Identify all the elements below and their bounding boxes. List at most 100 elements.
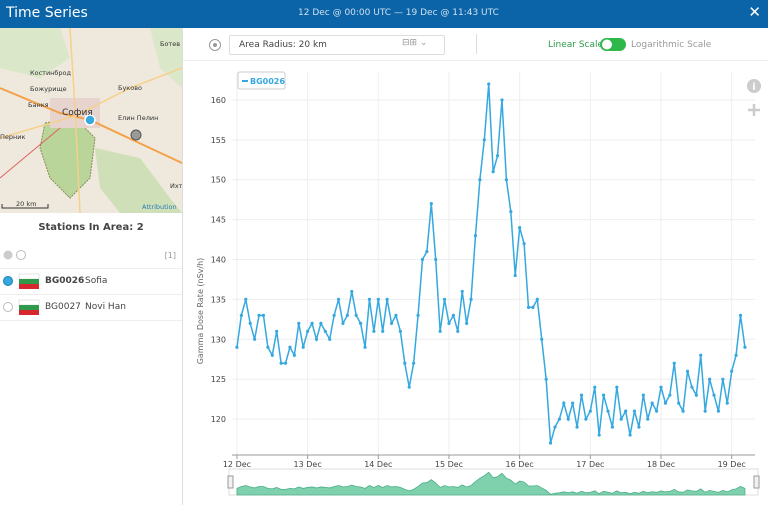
- svg-text:i: i: [752, 82, 755, 93]
- map-label: Костинброд: [30, 69, 72, 77]
- date-range[interactable]: 12 Dec @ 00:00 UTC — 19 Dec @ 11:43 UTC: [298, 8, 499, 18]
- map[interactable]: Ботев Костинброд Буково Божурище Банкя С…: [0, 28, 182, 213]
- data-point: [738, 313, 743, 317]
- navigator-area: [236, 471, 746, 496]
- data-point: [288, 345, 292, 349]
- data-point: [345, 313, 349, 317]
- data-point: [509, 210, 513, 214]
- data-point: [248, 321, 252, 325]
- data-point: [562, 401, 566, 405]
- data-point: [681, 409, 685, 413]
- x-tick-label: 15 Dec: [435, 460, 463, 469]
- data-point: [416, 313, 420, 317]
- y-tick-label: 155: [211, 136, 226, 145]
- data-point: [654, 409, 659, 413]
- data-point: [306, 329, 310, 333]
- attribution[interactable]: Attribution: [142, 203, 177, 211]
- data-point: [518, 225, 522, 230]
- data-point: [632, 409, 637, 413]
- station-marker[interactable]: [130, 129, 142, 141]
- x-tick-label: 12 Dec: [223, 460, 251, 469]
- data-point: [707, 377, 712, 381]
- chart: Gamma Dose Rate (nSv/h) BG0026 i 120 125 1…: [196, 71, 761, 496]
- data-point: [398, 329, 402, 333]
- data-point: [641, 393, 645, 397]
- data-point: [548, 441, 553, 445]
- data-point: [531, 305, 535, 309]
- data-point: [482, 138, 486, 142]
- data-point: [367, 297, 372, 302]
- map-label: Ихт: [170, 182, 182, 190]
- data-point: [615, 385, 619, 389]
- selected-count: [1]: [164, 251, 176, 260]
- navigator-handle[interactable]: [227, 475, 234, 489]
- series-line: [236, 83, 746, 444]
- data-point: [412, 361, 416, 365]
- x-tick-label: 18 Dec: [647, 460, 675, 469]
- data-point: [465, 321, 469, 325]
- data-point: [579, 393, 584, 397]
- station-marker[interactable]: [84, 114, 96, 126]
- data-point: [663, 401, 668, 405]
- y-tick-label: 120: [211, 415, 226, 424]
- data-point: [442, 297, 447, 302]
- data-point: [456, 329, 460, 333]
- scale-toggle[interactable]: [600, 38, 626, 52]
- data-point: [429, 202, 433, 206]
- station-row[interactable]: BG0026 Sofia: [0, 269, 182, 295]
- y-tick-label: 145: [211, 216, 226, 225]
- data-point: [279, 361, 283, 365]
- data-point: [341, 321, 345, 325]
- data-point: [699, 353, 703, 357]
- y-tick-label: 125: [211, 375, 226, 384]
- data-point: [425, 249, 429, 254]
- station-id: BG0026: [45, 276, 85, 286]
- data-point: [354, 313, 358, 317]
- legend[interactable]: [237, 71, 286, 90]
- data-point: [677, 401, 681, 405]
- data-point: [730, 369, 734, 373]
- info-icon[interactable]: [747, 79, 761, 93]
- x-tick-label: 19 Dec: [718, 460, 746, 469]
- linear-scale[interactable]: Linear Scale: [548, 40, 604, 50]
- navigator-handle[interactable]: [753, 475, 760, 489]
- close-button[interactable]: ✕: [748, 3, 761, 21]
- data-point: [363, 345, 367, 349]
- data-point: [522, 241, 526, 246]
- data-point: [266, 345, 270, 349]
- legend-label[interactable]: BG0026: [250, 77, 285, 86]
- add-icon[interactable]: [748, 104, 760, 116]
- map-label: Божурище: [30, 85, 67, 93]
- header: Time Series 12 Dec @ 00:00 UTC — 19 Dec …: [0, 0, 768, 28]
- data-point: [310, 321, 314, 325]
- station-row[interactable]: BG0027 Novi Han: [0, 295, 182, 321]
- data-point: [319, 321, 323, 325]
- data-point: [712, 393, 716, 397]
- title: Time Series: [6, 5, 88, 21]
- data-point: [434, 257, 438, 262]
- data-point: [478, 178, 482, 182]
- data-point: [244, 297, 248, 302]
- data-point: [350, 289, 354, 294]
- data-point: [469, 297, 473, 302]
- data-point: [690, 385, 694, 389]
- radius-select[interactable]: Area Radius: 20 km ⊟⊞ ⌄: [229, 35, 445, 55]
- data-point: [235, 345, 239, 349]
- map-scale: 20 km: [16, 200, 36, 208]
- y-tick-label: 160: [211, 96, 226, 105]
- data-point: [619, 417, 623, 421]
- map-label: Банкя: [28, 101, 49, 109]
- data-point: [332, 313, 336, 317]
- data-point: [535, 297, 539, 302]
- data-point: [721, 377, 725, 381]
- stations-title: Stations In Area: 2: [38, 222, 144, 233]
- data-point: [571, 401, 575, 405]
- data-point: [540, 337, 544, 341]
- radius-label: Area Radius: 20 km: [239, 40, 327, 50]
- y-tick-label: 135: [211, 295, 226, 304]
- data-point: [301, 345, 305, 349]
- data-point: [610, 425, 615, 429]
- log-scale[interactable]: Logarithmic Scale: [631, 40, 712, 50]
- y-axis-label: Gamma Dose Rate (nSv/h): [196, 258, 205, 365]
